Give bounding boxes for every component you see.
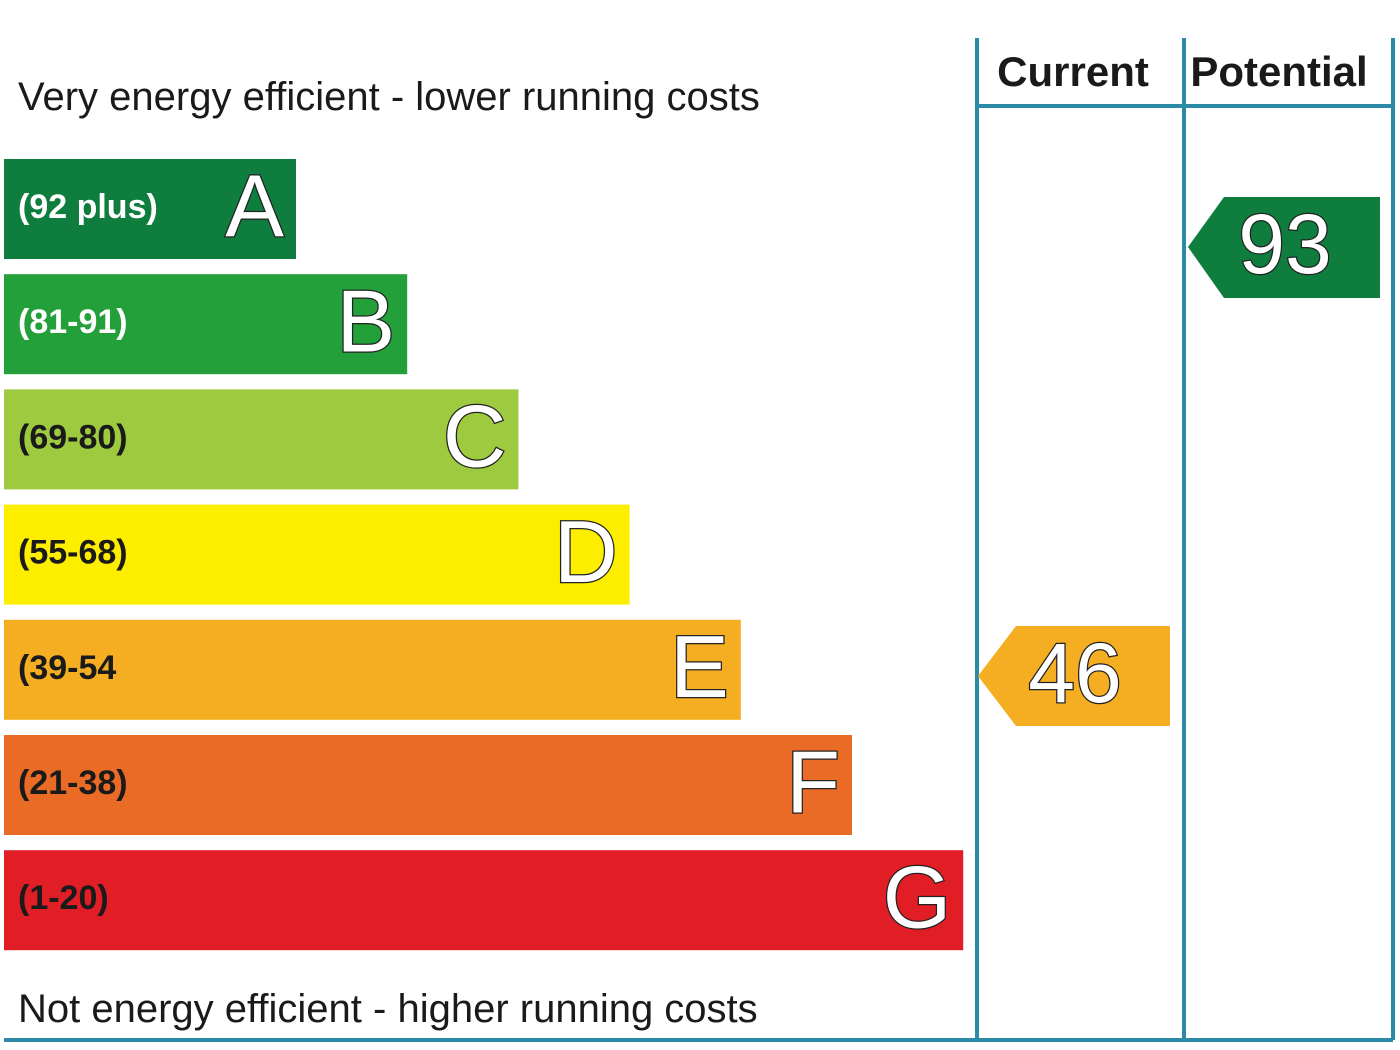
potential-header: Potential — [1190, 48, 1367, 95]
band-bar — [4, 159, 296, 259]
band: (1-20) G — [4, 846, 964, 951]
band-letter: B — [336, 271, 395, 370]
top-label: Very energy efficient - lower running co… — [18, 75, 760, 119]
band-range: (21-38) — [18, 764, 128, 802]
band: (55-68) D — [4, 501, 630, 605]
band-range: (92 plus) — [18, 188, 158, 226]
band: (21-38) F — [4, 731, 852, 835]
band-bar — [4, 389, 519, 490]
band-range: (1-20) — [18, 879, 109, 917]
band-bar — [4, 735, 852, 835]
current-score: 46 — [1028, 626, 1121, 720]
band-range: (55-68) — [18, 534, 128, 572]
current-rating: 46 — [978, 625, 1170, 726]
bottom-label: Not energy efficient - higher running co… — [18, 987, 758, 1031]
band-range: (39-54 — [18, 649, 116, 687]
band-letter: D — [554, 502, 618, 601]
band-range: (81-91) — [18, 303, 128, 341]
band-letter: E — [670, 617, 729, 716]
band-bar — [4, 504, 630, 605]
band-range: (69-80) — [18, 418, 128, 456]
band: (81-91) B — [4, 270, 408, 375]
band-bar — [4, 850, 964, 951]
band-letter: C — [443, 387, 507, 486]
band-letter: G — [883, 847, 951, 946]
band: (39-54 E — [4, 616, 741, 720]
potential-arrow — [1188, 197, 1380, 298]
current-header: Current — [997, 48, 1149, 95]
band: (69-80) C — [4, 385, 519, 490]
band-bar — [4, 619, 741, 720]
band-letter: A — [225, 156, 284, 255]
potential-score: 93 — [1238, 197, 1331, 291]
bands: (92 plus) A (81-91) B (69-80) C (55-68) D (39-54… — [4, 155, 964, 951]
current-arrow — [978, 626, 1170, 726]
potential-rating: 93 — [1188, 196, 1380, 298]
band-bar — [4, 274, 408, 375]
band: (92 plus) A — [4, 155, 296, 259]
band-letter: F — [786, 732, 840, 831]
